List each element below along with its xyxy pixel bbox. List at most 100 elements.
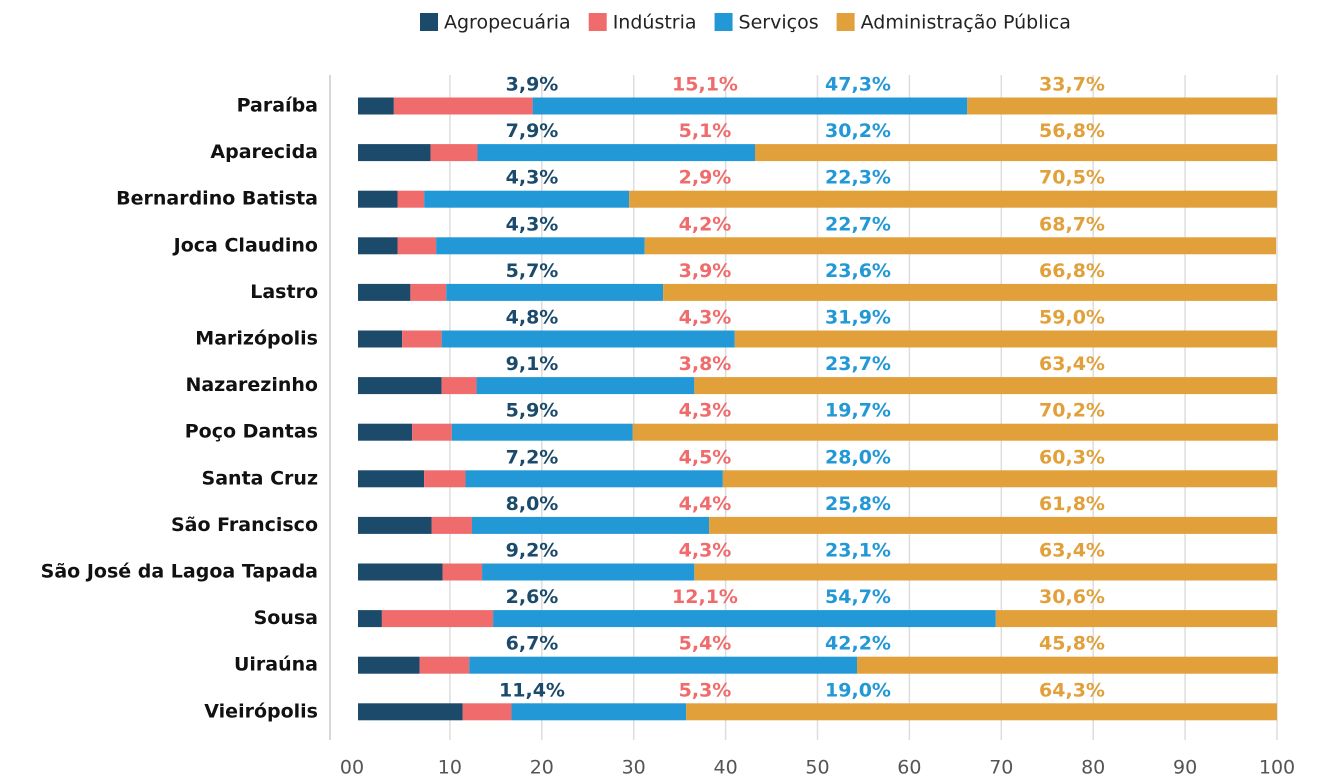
bar-segment (358, 237, 398, 255)
bar-segment (441, 377, 477, 395)
value-label: 64,3% (1039, 679, 1105, 701)
bar-segment (967, 97, 1277, 115)
value-label: 4,2% (679, 213, 732, 235)
value-label: 33,7% (1039, 74, 1105, 96)
value-label: 22,7% (825, 213, 891, 235)
bar-segment (663, 283, 1277, 301)
bar-segment (381, 610, 494, 628)
value-label: 4,3% (679, 307, 732, 329)
category-label: São José da Lagoa Tapada (41, 561, 318, 583)
category-label: Paraíba (237, 95, 318, 117)
bar-segment (482, 563, 695, 581)
bar-segment (451, 423, 633, 441)
bar-segment (393, 97, 533, 115)
bar-segment (476, 377, 695, 395)
bar-segment (410, 283, 447, 301)
x-tick-label: 40 (714, 757, 738, 778)
value-label: 23,1% (825, 540, 891, 562)
value-label: 54,7% (825, 586, 891, 608)
value-label: 11,4% (499, 679, 565, 701)
value-label: 4,3% (506, 167, 559, 189)
bar-segment (995, 610, 1277, 628)
value-label: 47,3% (825, 74, 891, 96)
legend-swatch (714, 13, 733, 31)
bar-segment (686, 703, 1277, 721)
value-label: 63,4% (1039, 540, 1105, 562)
value-label: 5,1% (679, 120, 732, 142)
bar-segment (462, 703, 512, 721)
bar-segment (402, 330, 442, 348)
value-label: 31,9% (825, 307, 891, 329)
bar-segment (358, 423, 413, 441)
bar-segment (412, 423, 452, 441)
value-label: 66,8% (1039, 260, 1105, 282)
value-label: 70,2% (1039, 400, 1105, 422)
value-label: 3,9% (679, 260, 732, 282)
bar-segment (358, 97, 394, 115)
legend-label: Indústria (613, 12, 697, 34)
value-label: 3,9% (506, 74, 559, 96)
category-label: Bernardino Batista (116, 188, 318, 210)
bar-segment (629, 190, 1277, 208)
value-label: 4,4% (679, 493, 732, 515)
bar-segment (471, 516, 710, 534)
value-label: 3,8% (679, 353, 732, 375)
bar-segment (358, 470, 425, 488)
value-label: 70,5% (1039, 167, 1105, 189)
value-label: 59,0% (1039, 307, 1105, 329)
bar-segment (446, 283, 664, 301)
value-label: 23,6% (825, 260, 891, 282)
bar-segment (857, 656, 1278, 674)
value-label: 4,3% (506, 213, 559, 235)
value-label: 60,3% (1039, 446, 1105, 468)
category-label: Joca Claudino (172, 234, 318, 256)
bar-segment (397, 190, 425, 208)
bar-segment (430, 144, 478, 162)
bar-segment (358, 144, 431, 162)
bar-segment (358, 610, 382, 628)
category-label: Vieirópolis (204, 700, 318, 722)
bar-segment (441, 330, 735, 348)
value-label: 7,2% (506, 446, 559, 468)
value-label: 5,7% (506, 260, 559, 282)
legend-label: Serviços (739, 12, 819, 34)
bar-segment (493, 610, 996, 628)
bar-segment (358, 190, 398, 208)
value-label: 19,7% (825, 400, 891, 422)
bar-segment (694, 563, 1277, 581)
bar-segment (358, 656, 420, 674)
x-tick-label: 50 (805, 757, 829, 778)
bar-segment (632, 423, 1278, 441)
value-label: 9,2% (506, 540, 559, 562)
value-label: 56,8% (1039, 120, 1105, 142)
category-label: Lastro (250, 281, 318, 303)
category-label: Santa Cruz (202, 467, 318, 489)
value-label: 4,3% (679, 540, 732, 562)
value-label: 5,3% (679, 679, 732, 701)
category-label: Marizópolis (195, 328, 318, 350)
category-label: Uiraúna (234, 654, 318, 676)
x-tick-label: 20 (530, 757, 554, 778)
bar-segment (358, 377, 442, 395)
value-label: 4,3% (679, 400, 732, 422)
bar-segment (419, 656, 470, 674)
value-label: 28,0% (825, 446, 891, 468)
bar-segment (511, 703, 687, 721)
bar-segment (465, 470, 723, 488)
value-label: 61,8% (1039, 493, 1105, 515)
value-label: 6,7% (506, 633, 559, 655)
legend-swatch (420, 13, 438, 31)
bar-segment (358, 330, 403, 348)
x-tick-label: 10 (438, 757, 462, 778)
value-label: 30,6% (1039, 586, 1105, 608)
x-tick-label: 80 (1081, 757, 1105, 778)
x-tick-label: 00 (340, 757, 364, 778)
value-label: 4,8% (506, 307, 559, 329)
bar-segment (358, 516, 432, 534)
value-label: 30,2% (825, 120, 891, 142)
category-label: São Francisco (171, 514, 318, 536)
bar-segment (694, 377, 1277, 395)
bar-segment (644, 237, 1277, 255)
value-label: 9,1% (506, 353, 559, 375)
value-label: 45,8% (1039, 633, 1105, 655)
